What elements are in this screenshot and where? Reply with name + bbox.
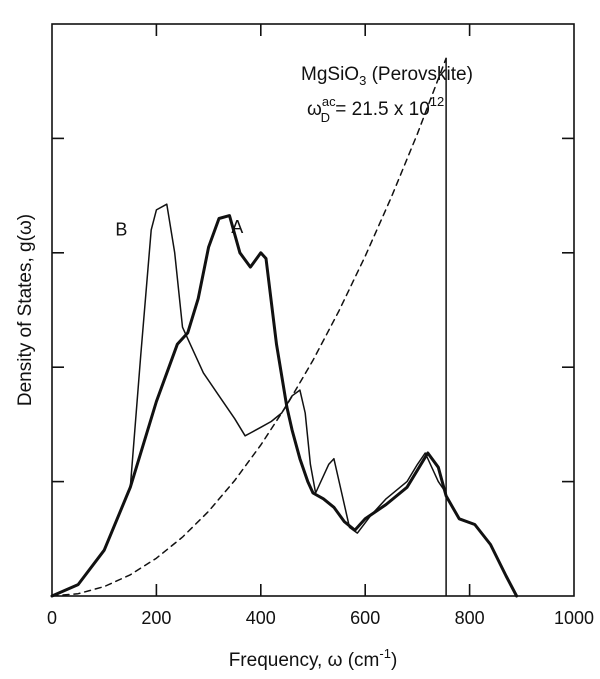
debye-model-curve — [51, 57, 447, 597]
debye-value: = 21.5 x 10 — [330, 99, 430, 120]
chart-title: MgSiO3 (Perovskite) — [301, 64, 473, 88]
series-b-curve — [129, 203, 447, 534]
debye-superscript: ac — [322, 94, 336, 109]
x-axis-label: Frequency, ω (cm-1) — [229, 646, 398, 671]
debye-frequency-label: ωac D = 21.5 x 1012 — [307, 94, 444, 125]
chart-title-subscript: 3 — [359, 73, 366, 88]
debye-subscript: D — [321, 110, 330, 125]
debye-omega: ω — [307, 99, 322, 120]
series-a-label: A — [231, 217, 243, 237]
x-axis-label-main: Frequency, ω (cm — [229, 650, 380, 671]
x-tick-label-3: 600 — [350, 608, 380, 628]
plot-frame — [51, 23, 575, 597]
x-tick-label-0: 0 — [47, 608, 57, 628]
series-layer — [50, 57, 519, 598]
series-a-curve — [50, 214, 519, 598]
x-axis-label-superscript: -1 — [379, 646, 391, 661]
chart-title-main: MgSiO — [301, 64, 359, 85]
x-axis-label-end: ) — [391, 650, 397, 671]
x-tick-label-4: 800 — [455, 608, 485, 628]
x-tick-label-1: 200 — [141, 608, 171, 628]
x-tick-labels: 0 200 400 600 800 1000 — [47, 608, 594, 628]
series-b-label: B — [115, 220, 127, 240]
axis-ticks — [52, 24, 574, 596]
x-tick-label-2: 400 — [246, 608, 276, 628]
debye-exponent: 12 — [430, 94, 444, 109]
y-axis-label: Density of States, g(ω) — [15, 214, 36, 406]
chart-title-rest: (Perovskite) — [366, 64, 473, 85]
x-tick-label-5: 1000 — [554, 608, 594, 628]
